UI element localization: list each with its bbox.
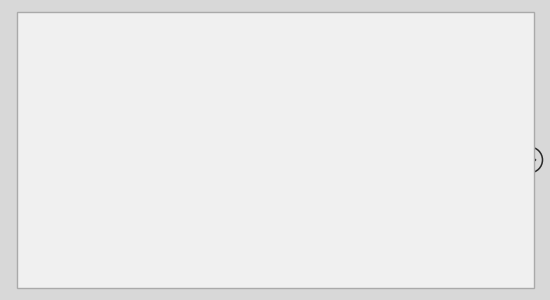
- Text: $S_2$: $S_2$: [31, 168, 43, 182]
- Text: $T_2$: $T_2$: [111, 168, 123, 182]
- Text: $T_4$: $T_4$: [299, 168, 311, 182]
- Bar: [84, 155, 94, 169]
- Bar: [84, 234, 94, 248]
- Text: AC Filter: AC Filter: [61, 209, 95, 218]
- Text: $Z_{s2}$: $Z_{s2}$: [70, 168, 86, 182]
- Bar: [266, 155, 276, 169]
- Text: $T_1$: $T_1$: [111, 88, 123, 102]
- Text: LCC-HVDC: LCC-HVDC: [186, 75, 245, 85]
- Text: $S_1$: $S_1$: [31, 88, 43, 102]
- Bar: [158, 104, 194, 136]
- Text: AC Filter: AC Filter: [288, 209, 321, 218]
- Text: $T_3$: $T_3$: [299, 88, 311, 102]
- Bar: [158, 184, 194, 215]
- Text: VSC-HVDC: VSC-HVDC: [185, 154, 246, 164]
- Text: AC Filter: AC Filter: [243, 130, 277, 139]
- Bar: [311, 234, 321, 248]
- Text: $Z_{s1}$: $Z_{s1}$: [70, 88, 86, 102]
- Text: $B_1$: $B_1$: [391, 85, 405, 98]
- Text: $S_3$: $S_3$: [518, 128, 531, 142]
- Text: AC Filter: AC Filter: [61, 130, 95, 139]
- Text: $Z_{s3}$: $Z_{s3}$: [474, 130, 490, 144]
- Bar: [229, 104, 265, 136]
- Bar: [229, 184, 265, 215]
